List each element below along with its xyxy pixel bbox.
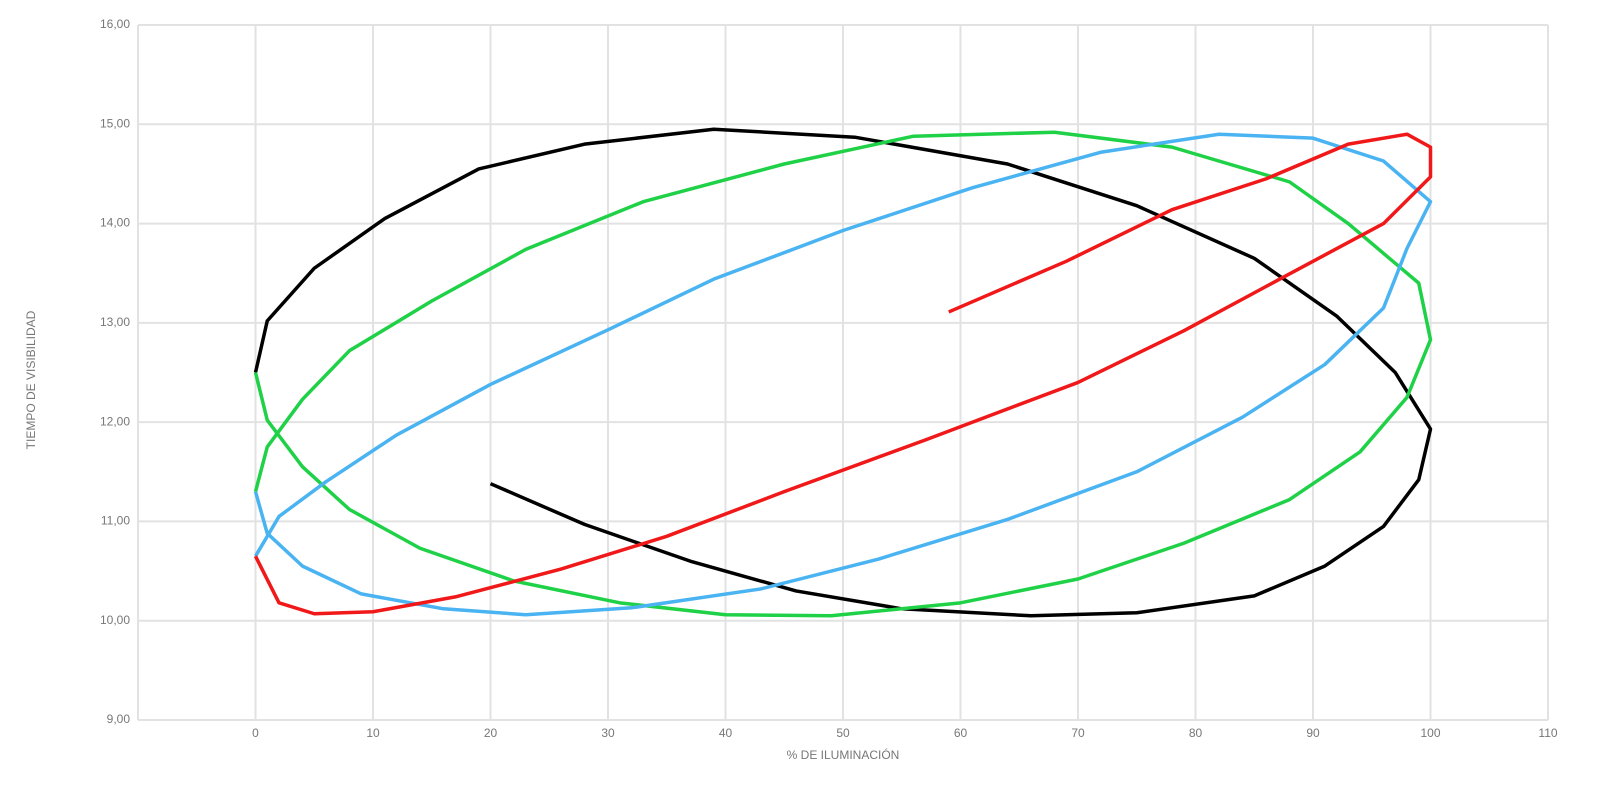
x-tick-label: 100 — [1420, 726, 1440, 740]
y-tick-label: 9,00 — [107, 712, 131, 726]
y-tick-label: 13,00 — [100, 315, 130, 329]
series-line — [253, 132, 1433, 617]
x-tick-label: 10 — [366, 726, 380, 740]
x-tick-label: 90 — [1306, 726, 1320, 740]
x-tick-label: 30 — [601, 726, 615, 740]
x-tick-label: 80 — [1189, 726, 1203, 740]
y-tick-label: 15,00 — [100, 116, 130, 130]
x-tick-label: 110 — [1538, 726, 1557, 740]
series-line — [253, 130, 1433, 618]
series-line — [253, 132, 1433, 616]
x-tick-label: 20 — [484, 726, 498, 740]
x-tick-label: 70 — [1071, 726, 1085, 740]
x-tick-label: 0 — [252, 726, 259, 740]
y-axis-label: TIEMPO DE VISIBILIDAD — [24, 310, 38, 449]
x-tick-label: 50 — [836, 726, 850, 740]
x-tick-label: 40 — [719, 726, 733, 740]
x-axis-label: % DE ILUMINACIÓN — [787, 747, 900, 762]
y-tick-label: 12,00 — [100, 414, 130, 428]
y-tick-label: 14,00 — [100, 216, 130, 230]
y-tick-label: 10,00 — [100, 613, 130, 627]
x-tick-label: 60 — [954, 726, 968, 740]
y-tick-label: 11,00 — [101, 514, 130, 528]
y-tick-label: 16,00 — [100, 17, 130, 31]
